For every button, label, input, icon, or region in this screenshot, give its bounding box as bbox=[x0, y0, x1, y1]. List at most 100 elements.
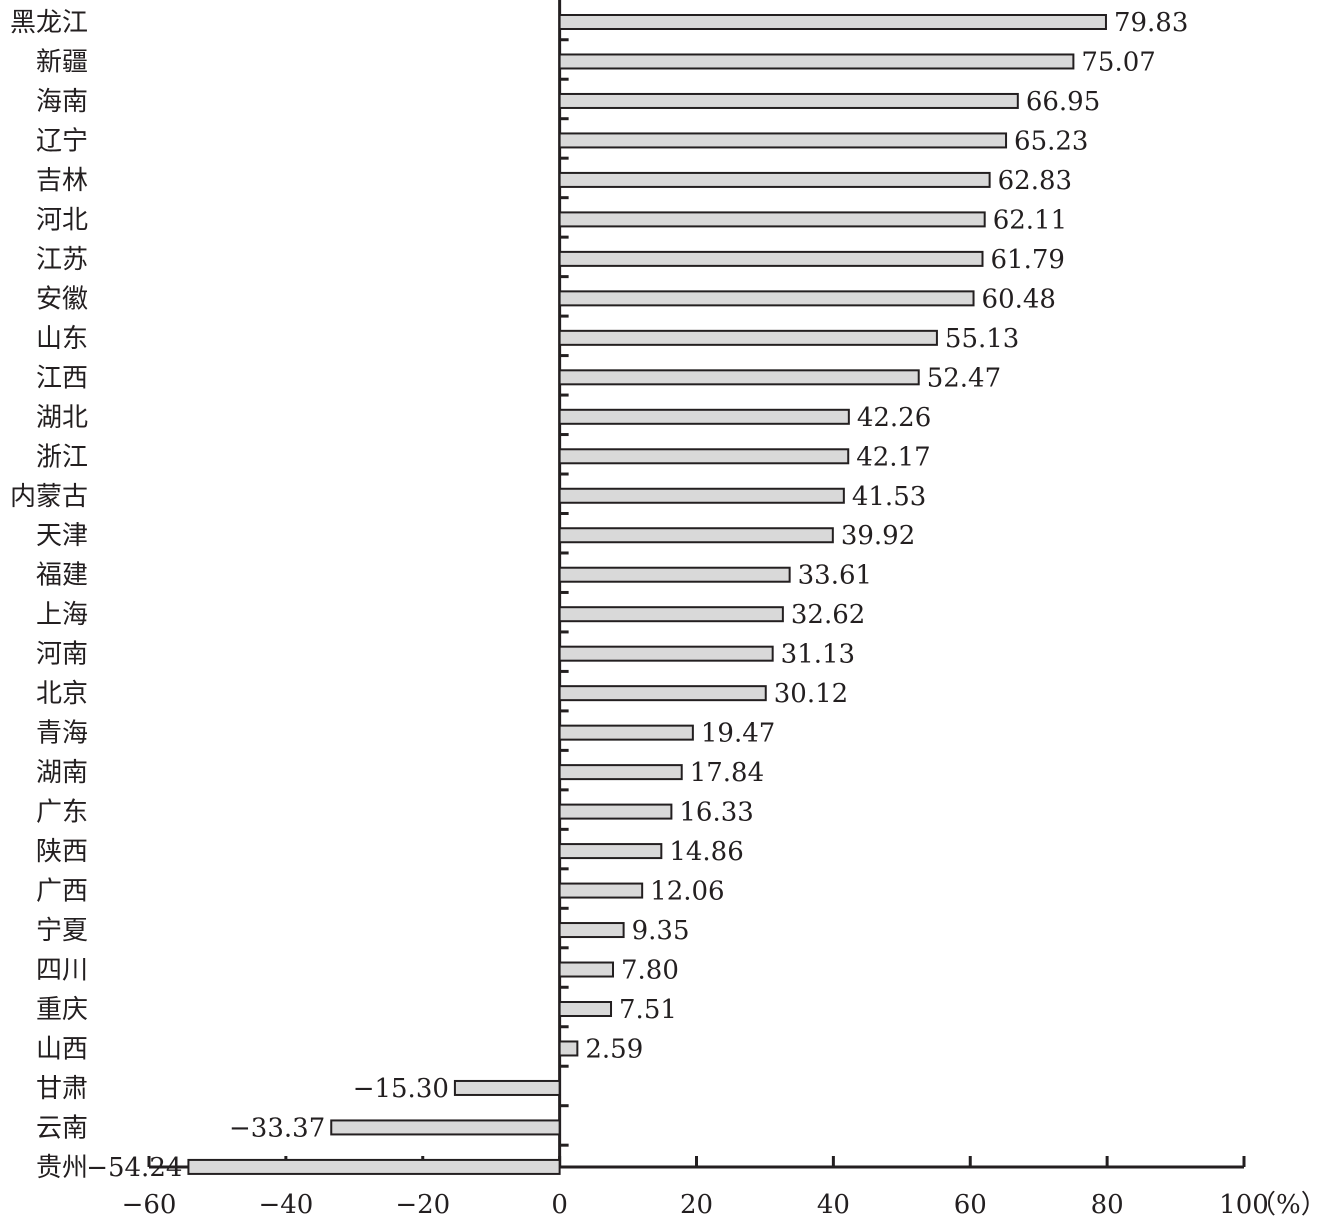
bar bbox=[558, 527, 834, 544]
bar bbox=[558, 882, 644, 899]
value-label: 19.47 bbox=[701, 719, 775, 749]
category-label: 福建 bbox=[36, 561, 88, 591]
category-label: 四川 bbox=[36, 956, 88, 986]
x-tick-label: −60 bbox=[122, 1190, 177, 1220]
bar bbox=[558, 843, 663, 860]
bar bbox=[558, 14, 1107, 30]
x-tick-label: 60 bbox=[954, 1190, 987, 1220]
value-label: 65.23 bbox=[1014, 126, 1088, 156]
bar bbox=[558, 329, 938, 346]
value-label: 33.61 bbox=[798, 561, 872, 591]
category-label: 贵州 bbox=[36, 1153, 88, 1183]
category-label: 黑龙江 bbox=[10, 8, 88, 38]
bar bbox=[558, 961, 615, 978]
value-label: 7.80 bbox=[621, 956, 679, 986]
category-label: 北京 bbox=[36, 679, 88, 709]
value-label: 14.86 bbox=[669, 837, 743, 867]
value-label: 42.26 bbox=[857, 403, 931, 433]
category-label: 新疆 bbox=[36, 47, 88, 77]
category-label: 河北 bbox=[36, 205, 88, 235]
value-label: 32.62 bbox=[791, 600, 865, 630]
category-label: 安徽 bbox=[36, 284, 88, 314]
value-label: 7.51 bbox=[619, 995, 677, 1025]
category-label: 湖南 bbox=[36, 758, 88, 788]
value-label: 52.47 bbox=[927, 363, 1001, 393]
category-label: 辽宁 bbox=[36, 126, 88, 156]
category-label: 内蒙古 bbox=[10, 482, 88, 512]
x-axis-unit-label: （%） bbox=[1250, 1190, 1327, 1220]
value-label: 9.35 bbox=[632, 916, 690, 946]
bar bbox=[558, 408, 850, 425]
bar bbox=[187, 1158, 561, 1175]
category-label: 云南 bbox=[36, 1113, 88, 1143]
value-label: 17.84 bbox=[690, 758, 764, 788]
value-label: 55.13 bbox=[945, 324, 1019, 354]
bar bbox=[558, 369, 920, 386]
bar bbox=[558, 1040, 579, 1057]
bar bbox=[558, 487, 845, 504]
value-label: −33.37 bbox=[229, 1113, 325, 1143]
bar bbox=[558, 53, 1075, 70]
x-tick-label: −20 bbox=[395, 1190, 450, 1220]
x-tick-label: −40 bbox=[258, 1190, 313, 1220]
category-label: 广西 bbox=[36, 877, 88, 907]
bar bbox=[558, 250, 984, 267]
value-label: 60.48 bbox=[982, 284, 1056, 314]
x-tick-label: 100 bbox=[1219, 1190, 1269, 1220]
value-label: −54.24 bbox=[86, 1153, 182, 1183]
value-label: 42.17 bbox=[856, 442, 930, 472]
value-label: 31.13 bbox=[781, 640, 855, 670]
value-label: 16.33 bbox=[679, 798, 753, 828]
value-label: 79.83 bbox=[1114, 8, 1188, 38]
category-label: 天津 bbox=[36, 521, 88, 551]
category-label: 河南 bbox=[36, 640, 88, 670]
value-label: 2.59 bbox=[585, 1034, 643, 1064]
category-label: 重庆 bbox=[36, 995, 88, 1025]
category-label: 陕西 bbox=[36, 837, 88, 867]
category-label: 广东 bbox=[36, 798, 88, 828]
category-label: 海南 bbox=[36, 87, 88, 117]
x-tick-label: 80 bbox=[1091, 1190, 1124, 1220]
bar bbox=[558, 764, 683, 781]
bar bbox=[558, 290, 975, 307]
category-label: 湖北 bbox=[36, 403, 88, 433]
value-label: 61.79 bbox=[991, 245, 1065, 275]
category-label: 浙江 bbox=[36, 442, 88, 472]
category-label: 山西 bbox=[36, 1034, 88, 1064]
bar bbox=[558, 92, 1019, 109]
bar bbox=[558, 211, 986, 228]
x-tick-label: 0 bbox=[551, 1190, 568, 1220]
value-label: 41.53 bbox=[852, 482, 926, 512]
bar bbox=[558, 1001, 613, 1017]
bar bbox=[558, 566, 791, 583]
bar bbox=[558, 922, 625, 939]
bar bbox=[558, 606, 784, 623]
bar bbox=[558, 724, 694, 741]
bar bbox=[558, 803, 673, 820]
bar bbox=[330, 1119, 561, 1136]
bar bbox=[453, 1079, 561, 1096]
category-label: 江苏 bbox=[36, 245, 88, 275]
category-label: 吉林 bbox=[36, 166, 88, 196]
x-tick-label: 20 bbox=[680, 1190, 713, 1220]
value-label: 62.83 bbox=[998, 166, 1072, 196]
bar bbox=[558, 645, 774, 662]
value-label: 39.92 bbox=[841, 521, 915, 551]
bar bbox=[558, 448, 850, 465]
category-label: 山东 bbox=[36, 324, 88, 354]
value-label: 12.06 bbox=[650, 877, 724, 907]
bar bbox=[558, 132, 1008, 149]
category-label: 青海 bbox=[36, 719, 88, 749]
category-label: 宁夏 bbox=[36, 916, 88, 946]
x-tick-label: 40 bbox=[817, 1190, 850, 1220]
value-label: 62.11 bbox=[993, 205, 1067, 235]
category-label: 江西 bbox=[36, 363, 88, 393]
bar bbox=[558, 171, 991, 188]
category-label: 甘肃 bbox=[36, 1074, 88, 1104]
value-label: 75.07 bbox=[1081, 47, 1155, 77]
value-label: 30.12 bbox=[774, 679, 848, 709]
value-label: −15.30 bbox=[353, 1074, 449, 1104]
bar bbox=[558, 685, 767, 702]
